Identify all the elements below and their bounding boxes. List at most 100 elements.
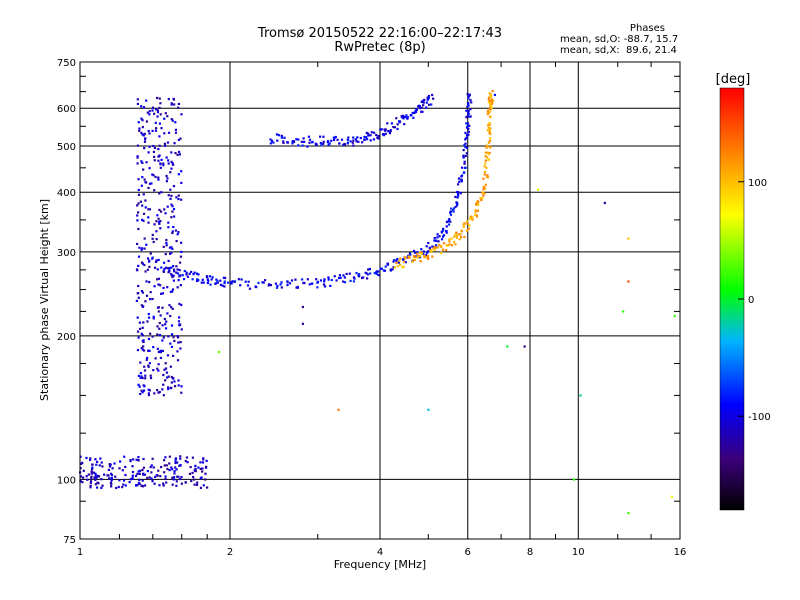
data-point [143,178,146,181]
data-point [432,97,435,100]
y-tick-label: 600 [57,104,76,115]
data-point [166,467,169,471]
data-point [158,321,161,325]
data-point [164,475,167,478]
data-point [152,369,155,372]
data-point [79,455,82,458]
data-point [151,173,154,176]
data-point [175,480,178,483]
data-point [365,131,368,135]
data-point [168,266,171,270]
data-point [151,237,154,240]
data-point [627,237,630,240]
data-point [396,123,399,126]
data-point [172,163,175,166]
data-point [177,102,180,106]
data-point [163,471,166,474]
data-point [137,227,140,231]
data-point [161,292,165,295]
data-point [206,278,209,281]
data-point [152,174,155,177]
data-point [136,162,139,165]
data-point [162,484,165,487]
data-point [402,258,405,261]
data-point [420,252,424,255]
data-point [307,135,311,138]
data-point [139,361,142,364]
data-point [151,109,154,112]
data-point [214,282,217,285]
data-point [467,127,470,131]
data-point [343,276,346,279]
data-point [148,182,152,185]
data-point [442,227,445,231]
data-point [404,257,407,260]
data-point [149,297,152,301]
data-point [79,475,83,478]
data-point [367,132,370,135]
data-point [131,476,134,480]
data-point [465,229,469,232]
data-point [375,133,378,137]
data-point [165,464,168,467]
data-point [398,259,401,262]
data-point [367,268,370,271]
data-point [167,226,170,229]
data-point [348,272,351,275]
data-point [189,465,192,469]
data-point [288,282,292,285]
data-point [286,283,289,287]
data-point [164,144,167,147]
data-point [158,97,161,100]
data-point [159,210,163,213]
data-point [418,251,421,254]
data-point [481,197,484,200]
data-point [121,469,124,472]
data-point [164,212,167,215]
data-point [94,472,97,475]
data-point [143,132,146,136]
data-point [337,408,340,411]
data-point [445,225,448,228]
data-point [149,252,152,255]
data-point [163,368,166,371]
data-point [170,151,173,154]
data-point [355,271,358,275]
data-point [369,134,372,137]
data-point [389,129,393,132]
data-point [673,315,676,318]
data-point [423,254,426,258]
data-point [382,134,386,137]
data-point [402,115,405,118]
data-point [151,257,154,260]
data-point [157,178,160,181]
data-point [380,128,383,131]
data-point [170,375,174,379]
data-point [148,208,151,211]
data-point [143,369,147,372]
data-point [157,155,160,158]
data-point [296,286,299,289]
data-point [159,227,162,230]
data-point [464,131,467,135]
data-point [315,278,318,281]
data-point [418,105,421,108]
data-point [467,109,470,112]
data-point [136,214,139,217]
data-point [427,257,430,260]
data-point [456,192,460,196]
data-point [107,468,111,472]
data-point [157,469,160,472]
colorbar-tick-label: 100 [748,178,767,189]
data-point [448,243,451,246]
data-point [158,484,161,487]
data-point [423,256,426,259]
data-point [464,154,467,158]
data-point [323,280,326,283]
data-point [157,148,160,151]
data-point [154,475,157,479]
data-point [160,158,163,161]
data-point [416,256,419,259]
data-point [164,379,167,382]
data-point [161,339,164,342]
